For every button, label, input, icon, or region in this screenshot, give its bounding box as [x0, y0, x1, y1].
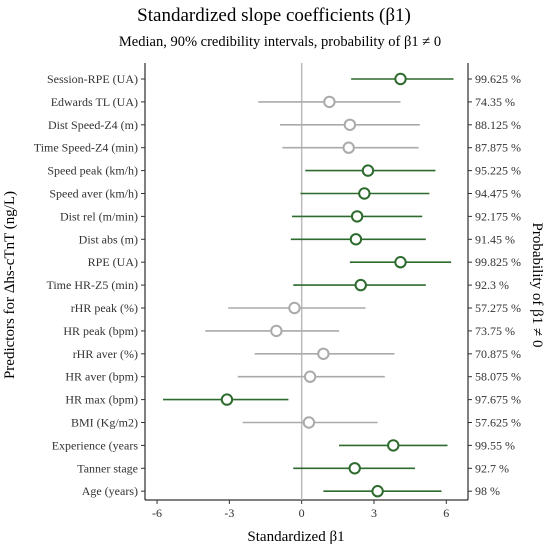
predictor-label: Dist Speed-Z4 (m): [48, 118, 138, 132]
probability-label: 73.75 %: [475, 324, 515, 338]
probability-label: 94.475 %: [475, 187, 521, 201]
median-point: [371, 485, 384, 498]
predictor-label: BMI (Kg/m2): [71, 416, 138, 430]
predictor-label: Session-RPE (UA): [47, 72, 138, 86]
median-point: [323, 95, 336, 109]
x-axis: -6 -3 0 3 6: [152, 500, 449, 520]
probability-label: 99.825 %: [475, 255, 521, 269]
y-axis-right: 99.625 % 74.35 % 88.125 % 87.875 % 95.225 % 9…: [468, 72, 521, 498]
probability-label: 99.55 %: [475, 438, 515, 452]
predictor-label: Speed aver (km/h): [49, 187, 138, 201]
chart-marks: [163, 72, 454, 498]
median-point: [354, 278, 367, 292]
predictor-label: Tanner stage: [77, 461, 138, 475]
median-point: [387, 439, 400, 452]
predictor-label: HR max (bpm): [65, 393, 138, 407]
probability-label: 92.7 %: [475, 461, 509, 475]
y-axis-left: Session-RPE (UA) Edwards TL (UA) Dist Spee…: [34, 72, 145, 498]
median-point: [358, 187, 371, 200]
probability-label: 87.875 %: [475, 141, 521, 155]
x-tick-label: 3: [371, 506, 377, 520]
predictor-label: Dist rel (m/min): [60, 209, 138, 223]
x-tick-label: 6: [443, 506, 449, 520]
probability-label: 99.625 %: [475, 72, 521, 86]
plot-panel: [144, 63, 469, 501]
predictor-label: HR peak (bpm): [63, 324, 138, 338]
predictor-label: Edwards TL (UA): [51, 95, 138, 109]
median-point: [270, 324, 283, 338]
median-point: [348, 462, 361, 475]
predictor-label: Time Speed-Z4 (min): [34, 141, 138, 155]
median-point: [350, 210, 364, 223]
predictor-label: Age (years): [82, 484, 138, 498]
median-point: [361, 164, 375, 177]
probability-label: 57.275 %: [475, 301, 521, 315]
probability-label: 95.225 %: [475, 164, 521, 178]
x-tick-label: -3: [224, 506, 234, 520]
probability-label: 70.875 %: [475, 347, 521, 361]
median-point: [288, 301, 301, 315]
median-point: [394, 256, 407, 269]
x-tick-label: -6: [152, 506, 162, 520]
probability-label: 92.3 %: [475, 278, 509, 292]
probability-label: 57.625 %: [475, 416, 521, 430]
y-axis-title-right: Probability of β1 ≠ 0: [529, 222, 545, 347]
probability-label: 88.125 %: [475, 118, 521, 132]
median-point: [343, 118, 357, 132]
x-tick-label: 0: [299, 506, 305, 520]
median-point: [220, 393, 234, 406]
probability-label: 97.675 %: [475, 393, 521, 407]
median-point: [317, 347, 330, 360]
median-point: [394, 72, 407, 86]
x-axis-title: Standardized β1: [247, 529, 344, 545]
median-point: [302, 416, 316, 429]
predictor-label: HR aver (bpm): [65, 370, 138, 384]
predictor-label: Experience (years: [52, 438, 139, 452]
median-point: [342, 141, 355, 154]
probability-label: 91.45 %: [475, 232, 515, 246]
predictor-label: RPE (UA): [88, 255, 138, 269]
predictor-label: Dist abs (m): [79, 232, 138, 246]
median-point: [303, 370, 317, 383]
probability-label: 58.075 %: [475, 370, 521, 384]
probability-label: 74.35 %: [475, 95, 515, 109]
predictor-label: rHR peak (%): [71, 301, 138, 315]
predictor-label: Time HR-Z5 (min): [46, 278, 138, 292]
median-point: [349, 233, 363, 246]
predictor-label: rHR aver (%): [73, 347, 138, 361]
predictor-label: Speed peak (km/h): [47, 164, 138, 178]
chart-subtitle: Median, 90% credibility intervals, proba…: [119, 34, 441, 50]
chart-title: Standardized slope coefficients (β1): [137, 5, 411, 26]
y-axis-title-left: Predictors for Δhs-cTnT (ng/L): [2, 191, 18, 379]
probability-label: 92.175 %: [475, 209, 521, 223]
probability-label: 98 %: [475, 484, 500, 498]
